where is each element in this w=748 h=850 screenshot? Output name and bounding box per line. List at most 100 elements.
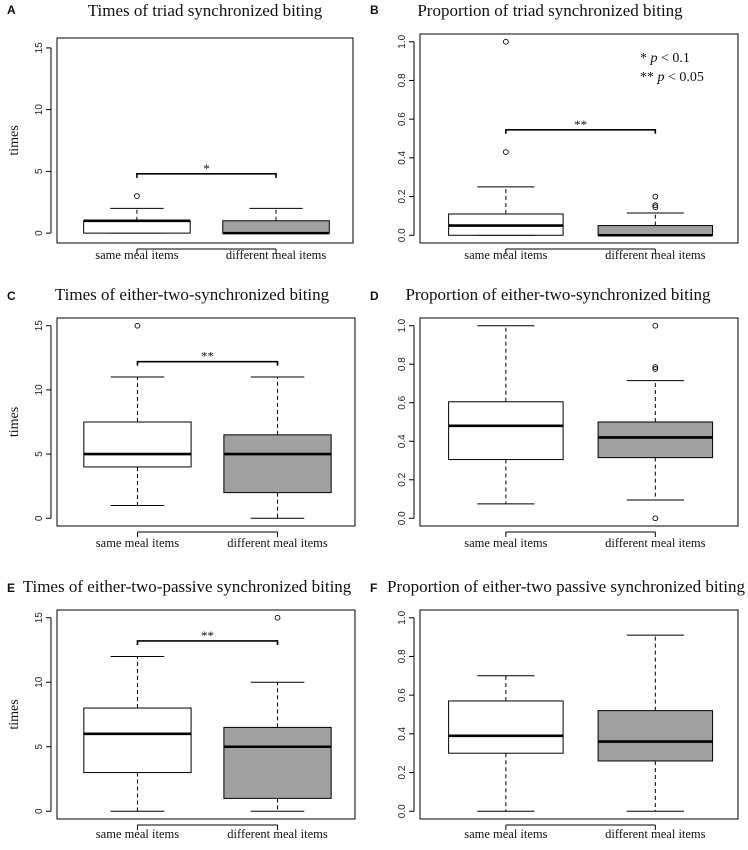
p-value-legend: * p < 0.1 ** p < 0.05 [640,51,704,85]
box-different [597,322,714,522]
outlier-point [652,193,659,200]
y-tick-label: 0.8 [397,649,408,663]
x-category-label: same meal items [96,827,179,841]
x-category-label: same meal items [464,536,547,550]
y-tick-label: 10 [34,384,45,396]
y-tick-label: 0 [34,808,45,814]
x-category-label: different meal items [226,248,327,262]
y-tick-label: 10 [34,676,45,688]
y-tick-label: 0.4 [397,150,408,164]
outlier-point [652,202,659,209]
outlier-point [503,149,509,155]
significance-label: ** [574,117,587,132]
x-category-label: different meal items [227,536,328,550]
iqr-box [597,421,714,459]
iqr-box [223,726,332,799]
y-tick-label: 1.0 [397,34,408,48]
y-tick-label: 5 [34,451,45,457]
x-category-label: same meal items [464,248,547,262]
iqr-box [83,220,191,234]
y-tick-label: 0.0 [397,228,408,242]
x-category-label: same meal items [96,536,179,550]
outlier-point [652,204,659,211]
y-tick-label: 0.2 [397,765,408,779]
plot-frame [419,609,739,820]
outlier-point [652,515,659,522]
box-same [448,675,564,812]
panel-label: A [7,3,16,17]
bracket-line [136,173,277,178]
significance-label: ** [201,628,214,643]
outlier-point [652,364,659,370]
y-tick-label: 0.2 [397,472,408,486]
y-tick-label: 0.2 [397,189,408,203]
chart-title: Proportion of either-two-synchronized bi… [405,285,711,304]
plot-frame [56,37,354,244]
y-tick-label: 15 [34,320,45,332]
y-tick-label: 0.8 [397,73,408,87]
y-tick-label: 0.8 [397,357,408,371]
significance-bracket: ** [136,349,279,366]
significance-bracket: * [136,161,277,178]
y-axis-label: times [7,125,22,155]
outlier-point [652,366,659,372]
iqr-box [222,220,330,234]
y-tick-label: 0 [34,515,45,521]
panel-c: C Times of either-two-synchronized biting… [7,285,356,550]
outlier-point [503,38,509,45]
y-tick-label: 15 [34,612,45,624]
outlier-point [134,322,141,329]
outlier-point [134,193,140,199]
y-tick-label: 5 [34,744,45,750]
x-category-label: different meal items [605,827,706,841]
iqr-box [223,434,332,494]
panel-label: B [370,3,379,17]
significance-bracket: ** [505,117,657,134]
box-same [83,655,192,812]
y-axis-label: times [7,699,22,729]
box-same [448,38,564,236]
bracket-line [505,128,657,134]
y-tick-label: 5 [34,168,45,174]
p-value-note: * p < 0.1 [640,51,690,66]
bracket-line [136,640,279,645]
outlier-point [274,614,281,621]
panel-e: E Times of either-two-passive synchronize… [7,577,356,841]
y-tick-label: 15 [34,42,45,54]
y-tick-label: 0.6 [397,112,408,126]
box-same [83,322,192,506]
significance-bracket: ** [136,628,279,645]
box-different [223,376,332,519]
chart-title: Times of either-two-synchronized biting [55,285,330,304]
plot-frame [56,609,356,820]
y-tick-label: 0.0 [397,804,408,818]
x-category-label: same meal items [95,248,178,262]
chart-title: Times of either-two-passive synchronized… [23,577,352,596]
chart-title: Times of triad synchronized biting [88,1,323,20]
y-tick-label: 0.6 [397,395,408,409]
y-tick-label: 0.4 [397,434,408,448]
chart-title: Proportion of triad synchronized biting [417,1,683,20]
panel-a: A Times of triad synchronized biting 0 5 10 1… [7,1,354,262]
y-tick-label: 1.0 [397,318,408,332]
x-category-label: different meal items [227,827,328,841]
box-same [83,193,191,234]
iqr-box [597,710,714,762]
significance-label: * [203,161,210,176]
p-value-note: ** p < 0.05 [640,70,704,85]
panel-d: D Proportion of either-two-synchronized b… [370,285,739,550]
panel-b: B Proportion of triad synchronized biting… [370,1,739,262]
y-axis-label: times [7,407,22,437]
panel-f: F Proportion of either-two passive synchr… [370,577,745,841]
box-different [597,634,714,812]
x-category-label: different meal items [605,536,706,550]
chart-title: Proportion of either-two passive synchro… [387,577,746,596]
plot-frame [419,317,739,527]
iqr-box [448,700,564,754]
box-different [223,614,332,812]
iqr-box [597,225,714,236]
panel-label: D [370,289,379,303]
outlier-point [652,322,659,329]
plot-frame [419,33,739,244]
x-category-label: different meal items [605,248,706,262]
